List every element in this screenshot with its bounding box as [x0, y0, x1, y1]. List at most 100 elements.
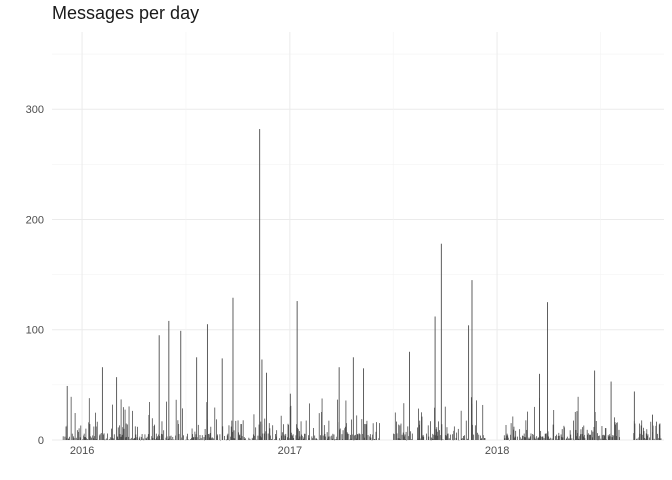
bar [597, 439, 599, 441]
bar [121, 436, 123, 440]
bar [562, 437, 564, 440]
bar [545, 433, 547, 440]
bar [563, 425, 565, 440]
bar [535, 439, 536, 440]
bar [112, 438, 114, 440]
bar [608, 434, 610, 440]
bar [275, 436, 277, 440]
bar [510, 434, 511, 440]
bar [128, 436, 129, 440]
bar [186, 436, 188, 440]
bar [297, 429, 299, 440]
bar [170, 435, 172, 440]
bar [540, 436, 542, 440]
bar [363, 423, 365, 440]
bar [405, 439, 406, 440]
bar [612, 435, 614, 440]
bar [147, 434, 149, 440]
bar [109, 439, 111, 440]
bar [211, 439, 213, 440]
bar [172, 436, 174, 440]
bar [400, 423, 402, 440]
bar [514, 437, 515, 440]
bar [327, 436, 329, 440]
bar [519, 429, 521, 440]
bar [653, 438, 655, 440]
bar [235, 420, 237, 440]
bar [539, 436, 541, 440]
bar [640, 425, 642, 440]
bar [618, 429, 620, 440]
bar [532, 434, 534, 440]
bar [426, 433, 427, 440]
bar [458, 439, 460, 441]
bar [107, 433, 108, 440]
bar [440, 243, 442, 440]
bar [646, 429, 648, 440]
bar [157, 436, 158, 440]
bar [525, 420, 527, 440]
bar [484, 438, 485, 440]
bar [633, 391, 635, 440]
bar [604, 428, 606, 440]
bar [647, 434, 649, 440]
bar [405, 431, 407, 440]
bar [259, 129, 261, 440]
bar [522, 435, 524, 440]
bar [287, 437, 288, 440]
bar [411, 433, 413, 440]
bar [168, 320, 170, 440]
bar [422, 436, 423, 440]
bar [419, 420, 421, 440]
bar [404, 434, 406, 440]
bar [213, 438, 215, 440]
bar [659, 423, 661, 440]
bar [576, 411, 578, 440]
bar [613, 435, 615, 440]
bar [363, 368, 365, 440]
bar [163, 430, 165, 440]
bar [308, 435, 309, 440]
bar [516, 436, 518, 440]
bar [279, 438, 280, 440]
bar [283, 424, 284, 440]
bar [222, 426, 224, 440]
bar [84, 437, 86, 440]
bar [539, 373, 541, 440]
bar [208, 434, 210, 440]
bar [543, 438, 545, 440]
bar [269, 428, 271, 440]
bar [103, 434, 104, 440]
bar [321, 398, 323, 440]
bar [96, 439, 98, 440]
bar [656, 421, 657, 440]
bar [183, 435, 184, 440]
bar [142, 438, 144, 440]
bar [324, 433, 326, 440]
bar [658, 424, 660, 440]
bar [315, 438, 317, 440]
bar [331, 435, 333, 440]
bar [334, 439, 336, 440]
bar [474, 425, 476, 440]
bar [463, 435, 464, 440]
bar [73, 436, 74, 440]
bar [586, 429, 588, 440]
bar [171, 439, 173, 440]
bar [331, 438, 333, 440]
bar [104, 439, 106, 441]
bar [217, 434, 219, 440]
bar [418, 424, 420, 440]
bar [570, 434, 572, 440]
bar [125, 423, 127, 440]
bar [192, 437, 194, 440]
bar [398, 438, 400, 440]
bar [100, 432, 102, 440]
bar [299, 436, 301, 440]
bar [406, 439, 408, 441]
bar [95, 426, 97, 440]
bar [558, 435, 560, 440]
bar [99, 434, 101, 440]
bar [614, 417, 615, 440]
bar [339, 428, 341, 440]
